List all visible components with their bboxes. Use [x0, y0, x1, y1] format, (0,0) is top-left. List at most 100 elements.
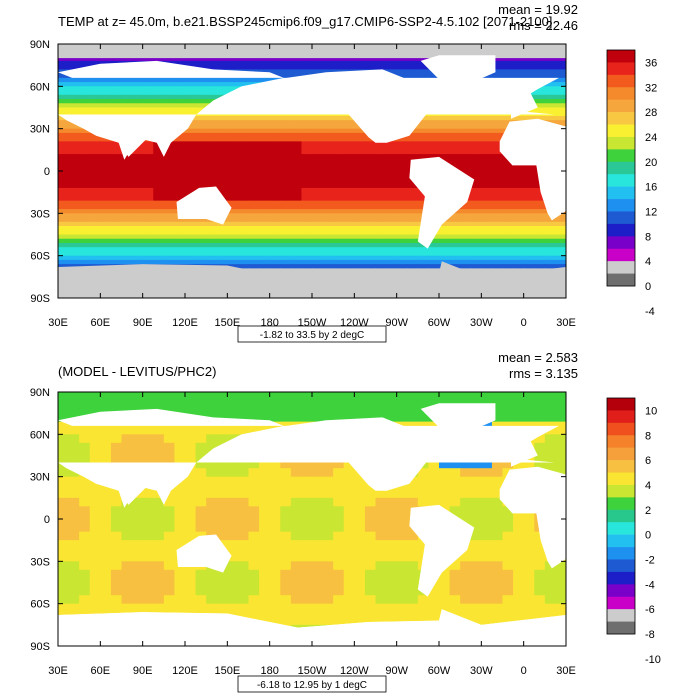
colorbar-swatch [607, 87, 635, 100]
color-field [58, 44, 566, 298]
colorbar-swatch [607, 422, 635, 436]
x-tick-label: 60E [91, 317, 111, 329]
colorbar-swatch [607, 484, 635, 498]
y-tick-label: 30S [30, 208, 50, 220]
colorbar-swatch [607, 50, 635, 63]
colorbar-label: -4 [645, 579, 655, 591]
color-field [58, 392, 566, 646]
colorbar-swatch [607, 74, 635, 88]
x-tick-label: 150E [214, 317, 240, 329]
x-tick-label: 30W [470, 317, 493, 329]
land-australia [176, 534, 232, 573]
colorbar-label: 0 [645, 530, 651, 542]
x-tick-label: 30E [48, 665, 68, 677]
land-eurasia [58, 408, 559, 505]
colorbar-swatch [607, 211, 635, 225]
colorbar-label: -4 [645, 306, 655, 318]
land-india [111, 485, 140, 508]
contour-info: -6.18 to 12.95 by 1 degC [257, 680, 367, 691]
colorbar-swatch [607, 596, 635, 610]
colorbar-swatch [607, 435, 635, 448]
contour-info-box [237, 675, 387, 693]
land-africa [499, 118, 566, 221]
colorbar-label: 20 [645, 157, 657, 169]
colorbar-swatch [607, 410, 635, 424]
colorbar-swatch [607, 609, 635, 622]
colorbar-label: -10 [645, 654, 661, 666]
colorbar-swatch [607, 261, 635, 274]
y-tick-label: 0 [44, 166, 50, 178]
contour-info-box [237, 325, 387, 343]
colorbar-swatch [607, 460, 635, 473]
y-tick-label: 0 [44, 514, 50, 526]
chart-panel-1: 30E 60E 90E 120E 150E 180 150W 120W 90W 60W 30W 0 30… [30, 2, 657, 343]
x-tick-label: 90W [385, 317, 408, 329]
colorbar-swatch [607, 522, 635, 535]
colorbar-swatch [607, 497, 635, 511]
land-antarctica [58, 261, 566, 298]
colorbar-swatch [607, 149, 635, 163]
land-eurasia [58, 60, 559, 157]
x-tick-label: 60W [428, 665, 451, 677]
y-tick-label: 90S [30, 641, 50, 653]
land-namerica [286, 417, 439, 491]
x-tick-label: 150E [214, 665, 240, 677]
colorbar-swatch [607, 223, 635, 237]
y-tick-label: 30S [30, 556, 50, 568]
stat-mean: mean = 19.92 [498, 2, 578, 17]
colorbar-label: 16 [645, 182, 657, 194]
y-tick-label: 30N [30, 472, 50, 484]
chart-title: (MODEL - LEVITUS/PHC2) [58, 364, 216, 379]
colorbar-label: 0 [645, 281, 651, 293]
colorbar-swatch [607, 248, 635, 262]
contour-info: -1.82 to 33.5 by 2 degC [260, 330, 365, 341]
land-samerica [409, 156, 475, 249]
colorbar-label: -2 [645, 554, 655, 566]
colorbar-label: 36 [645, 57, 657, 69]
x-tick-label: 60W [428, 317, 451, 329]
x-tick-label: 60E [91, 665, 111, 677]
colorbar-swatch [607, 136, 635, 150]
land-australia [176, 186, 232, 225]
colorbar-swatch [607, 199, 635, 212]
colorbar-swatch [607, 584, 635, 598]
x-tick-label: 90W [385, 665, 408, 677]
colorbar-swatch [607, 559, 635, 573]
colorbar-label: 8 [645, 231, 651, 243]
colorbar-swatch [607, 273, 635, 287]
y-tick-label: 60S [30, 251, 50, 263]
land-greenland [420, 55, 496, 87]
colorbar-label: -8 [645, 629, 655, 641]
y-tick-label: 90S [30, 293, 50, 305]
x-tick-label: 30E [556, 317, 576, 329]
land-india [111, 137, 140, 160]
y-tick-label: 60N [30, 81, 50, 93]
colorbar-swatch [607, 534, 635, 548]
colorbar-label: 8 [645, 430, 651, 442]
colorbar-label: 4 [645, 256, 651, 268]
colorbar-swatch [607, 398, 635, 411]
x-tick-label: 0 [521, 317, 527, 329]
colorbar-label: 6 [645, 455, 651, 467]
chart-title: TEMP at z= 45.0m, b.e21.BSSP245cmip6.f09… [58, 14, 552, 29]
land-africa [499, 466, 566, 569]
colorbar-swatch [607, 124, 635, 138]
colorbar: 36 32 28 24 20 16 12 8 4 0 -4 [606, 49, 657, 318]
x-tick-label: 30E [48, 317, 68, 329]
colorbar-label: 12 [645, 206, 657, 218]
x-tick-label: 30E [556, 665, 576, 677]
colorbar-label: 4 [645, 480, 651, 492]
land-greenland [420, 403, 496, 435]
x-tick-label: 180 [260, 665, 278, 677]
stat-mean: mean = 2.583 [498, 350, 578, 365]
colorbar-swatch [607, 571, 635, 585]
x-tick-label: 150W [298, 665, 327, 677]
colorbar-label: 24 [645, 132, 657, 144]
y-tick-label: 60N [30, 429, 50, 441]
colorbar-swatch [607, 447, 635, 461]
y-tick-label: 60S [30, 599, 50, 611]
stat-rms: rms = 22.46 [509, 18, 578, 33]
x-tick-label: 90E [133, 665, 153, 677]
chart-panel-2: 30E 60E 90E 120E 150E 180 150W 120W 90W 60W 30W 0 30… [30, 350, 661, 693]
